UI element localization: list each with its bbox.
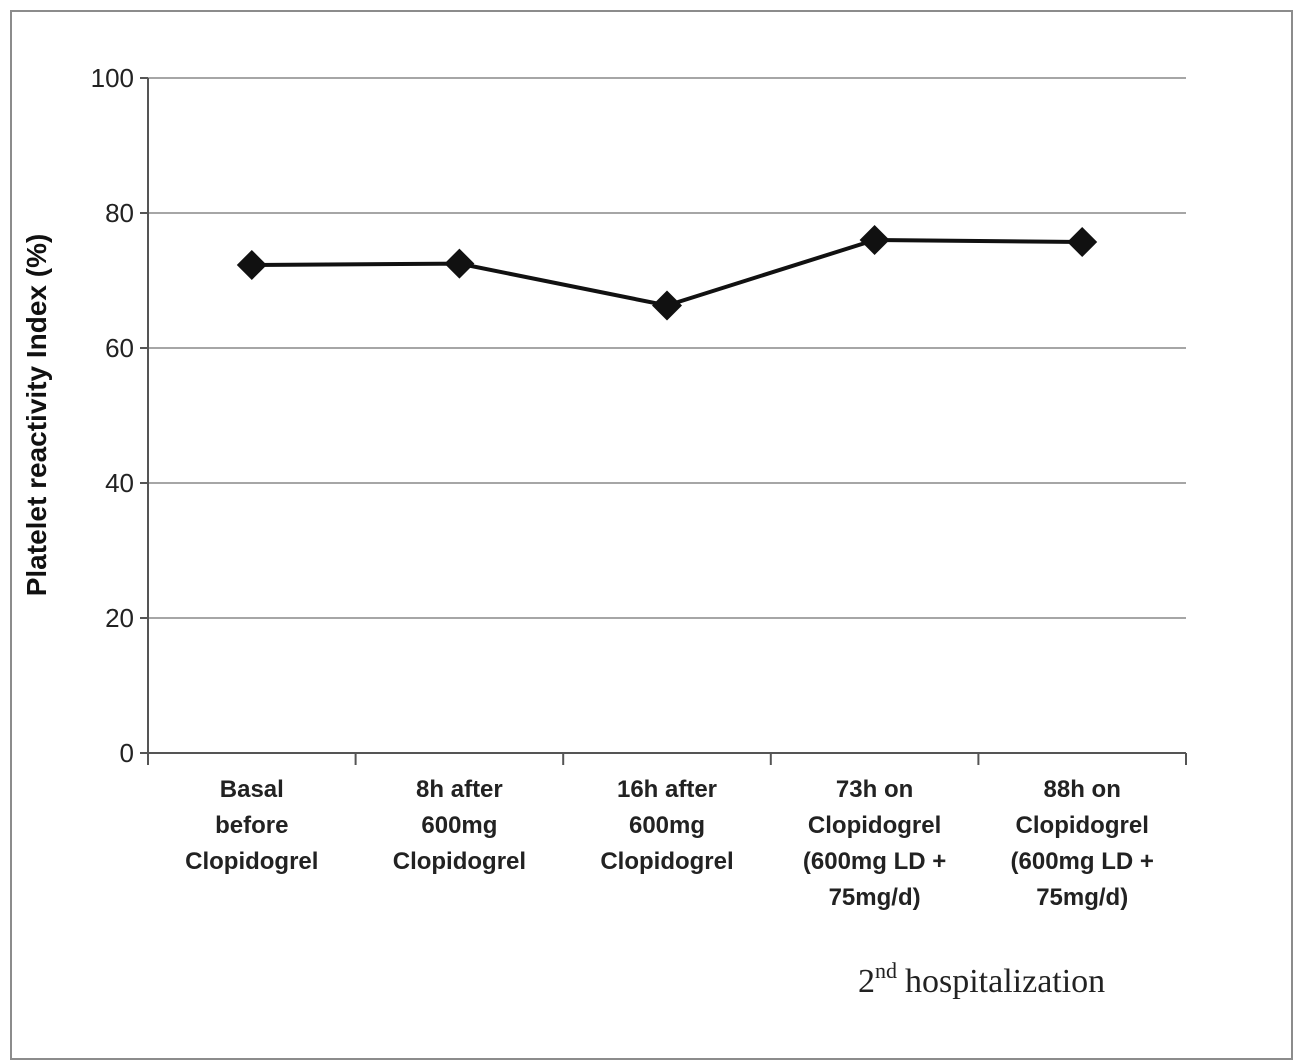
annotation-superscript: nd <box>875 958 897 983</box>
hospitalization-annotation: 2nd hospitalization <box>858 958 1105 1000</box>
x-category-line: 600mg <box>421 812 497 839</box>
y-tick-label: 0 <box>120 738 134 768</box>
x-category-line: 600mg <box>629 812 705 839</box>
x-category-line: (600mg LD + <box>1011 848 1154 875</box>
x-category-line: Clopidogrel <box>185 848 318 875</box>
annotation-text: hospitalization <box>905 963 1105 1000</box>
x-category-line: 8h after <box>416 776 503 803</box>
axes <box>147 78 1187 765</box>
y-tick-label: 80 <box>105 198 134 228</box>
annotation-base: 2 <box>858 963 875 1000</box>
x-category-label: 8h after 600mg Clopidogrel <box>393 776 526 875</box>
x-category-labels: Basal before Clopidogrel 8h after 600mg Clopi… <box>185 776 1154 911</box>
x-category-line: 75mg/d) <box>1036 884 1128 911</box>
y-tick-label: 20 <box>105 603 134 633</box>
y-tick-label: 60 <box>105 333 134 363</box>
x-category-line: 16h after <box>617 776 717 803</box>
gridlines <box>140 77 1186 754</box>
x-category-label: 16h after 600mg Clopidogrel <box>600 776 733 875</box>
chart-frame <box>10 10 1293 1060</box>
x-category-line: Clopidogrel <box>393 848 526 875</box>
y-tick-label: 40 <box>105 468 134 498</box>
x-category-line: before <box>215 812 288 839</box>
x-category-line: 88h on <box>1044 776 1121 803</box>
x-category-label: 88h on Clopidogrel (600mg LD + 75mg/d) <box>1011 776 1154 911</box>
data-point-marker <box>859 225 890 255</box>
x-category-line: (600mg LD + <box>803 848 946 875</box>
x-category-label: Basal before Clopidogrel <box>185 776 318 875</box>
x-category-line: Clopidogrel <box>600 848 733 875</box>
x-category-line: 75mg/d) <box>829 884 921 911</box>
data-point-marker <box>1067 227 1098 258</box>
y-tick-label: 100 <box>91 63 134 93</box>
data-point-marker <box>444 248 475 279</box>
data-point-marker <box>652 290 682 321</box>
data-point-marker <box>236 249 267 280</box>
y-tick-labels: 0 20 40 60 80 100 <box>91 63 134 768</box>
x-category-label: 73h on Clopidogrel (600mg LD + 75mg/d) <box>803 776 946 911</box>
data-series <box>236 225 1098 321</box>
x-category-line: Clopidogrel <box>1016 812 1149 839</box>
x-category-line: Basal <box>220 776 284 803</box>
x-category-line: Clopidogrel <box>808 812 941 839</box>
x-category-line: 73h on <box>836 776 913 803</box>
y-axis-label: Platelet reactivity Index (%) <box>21 234 52 597</box>
